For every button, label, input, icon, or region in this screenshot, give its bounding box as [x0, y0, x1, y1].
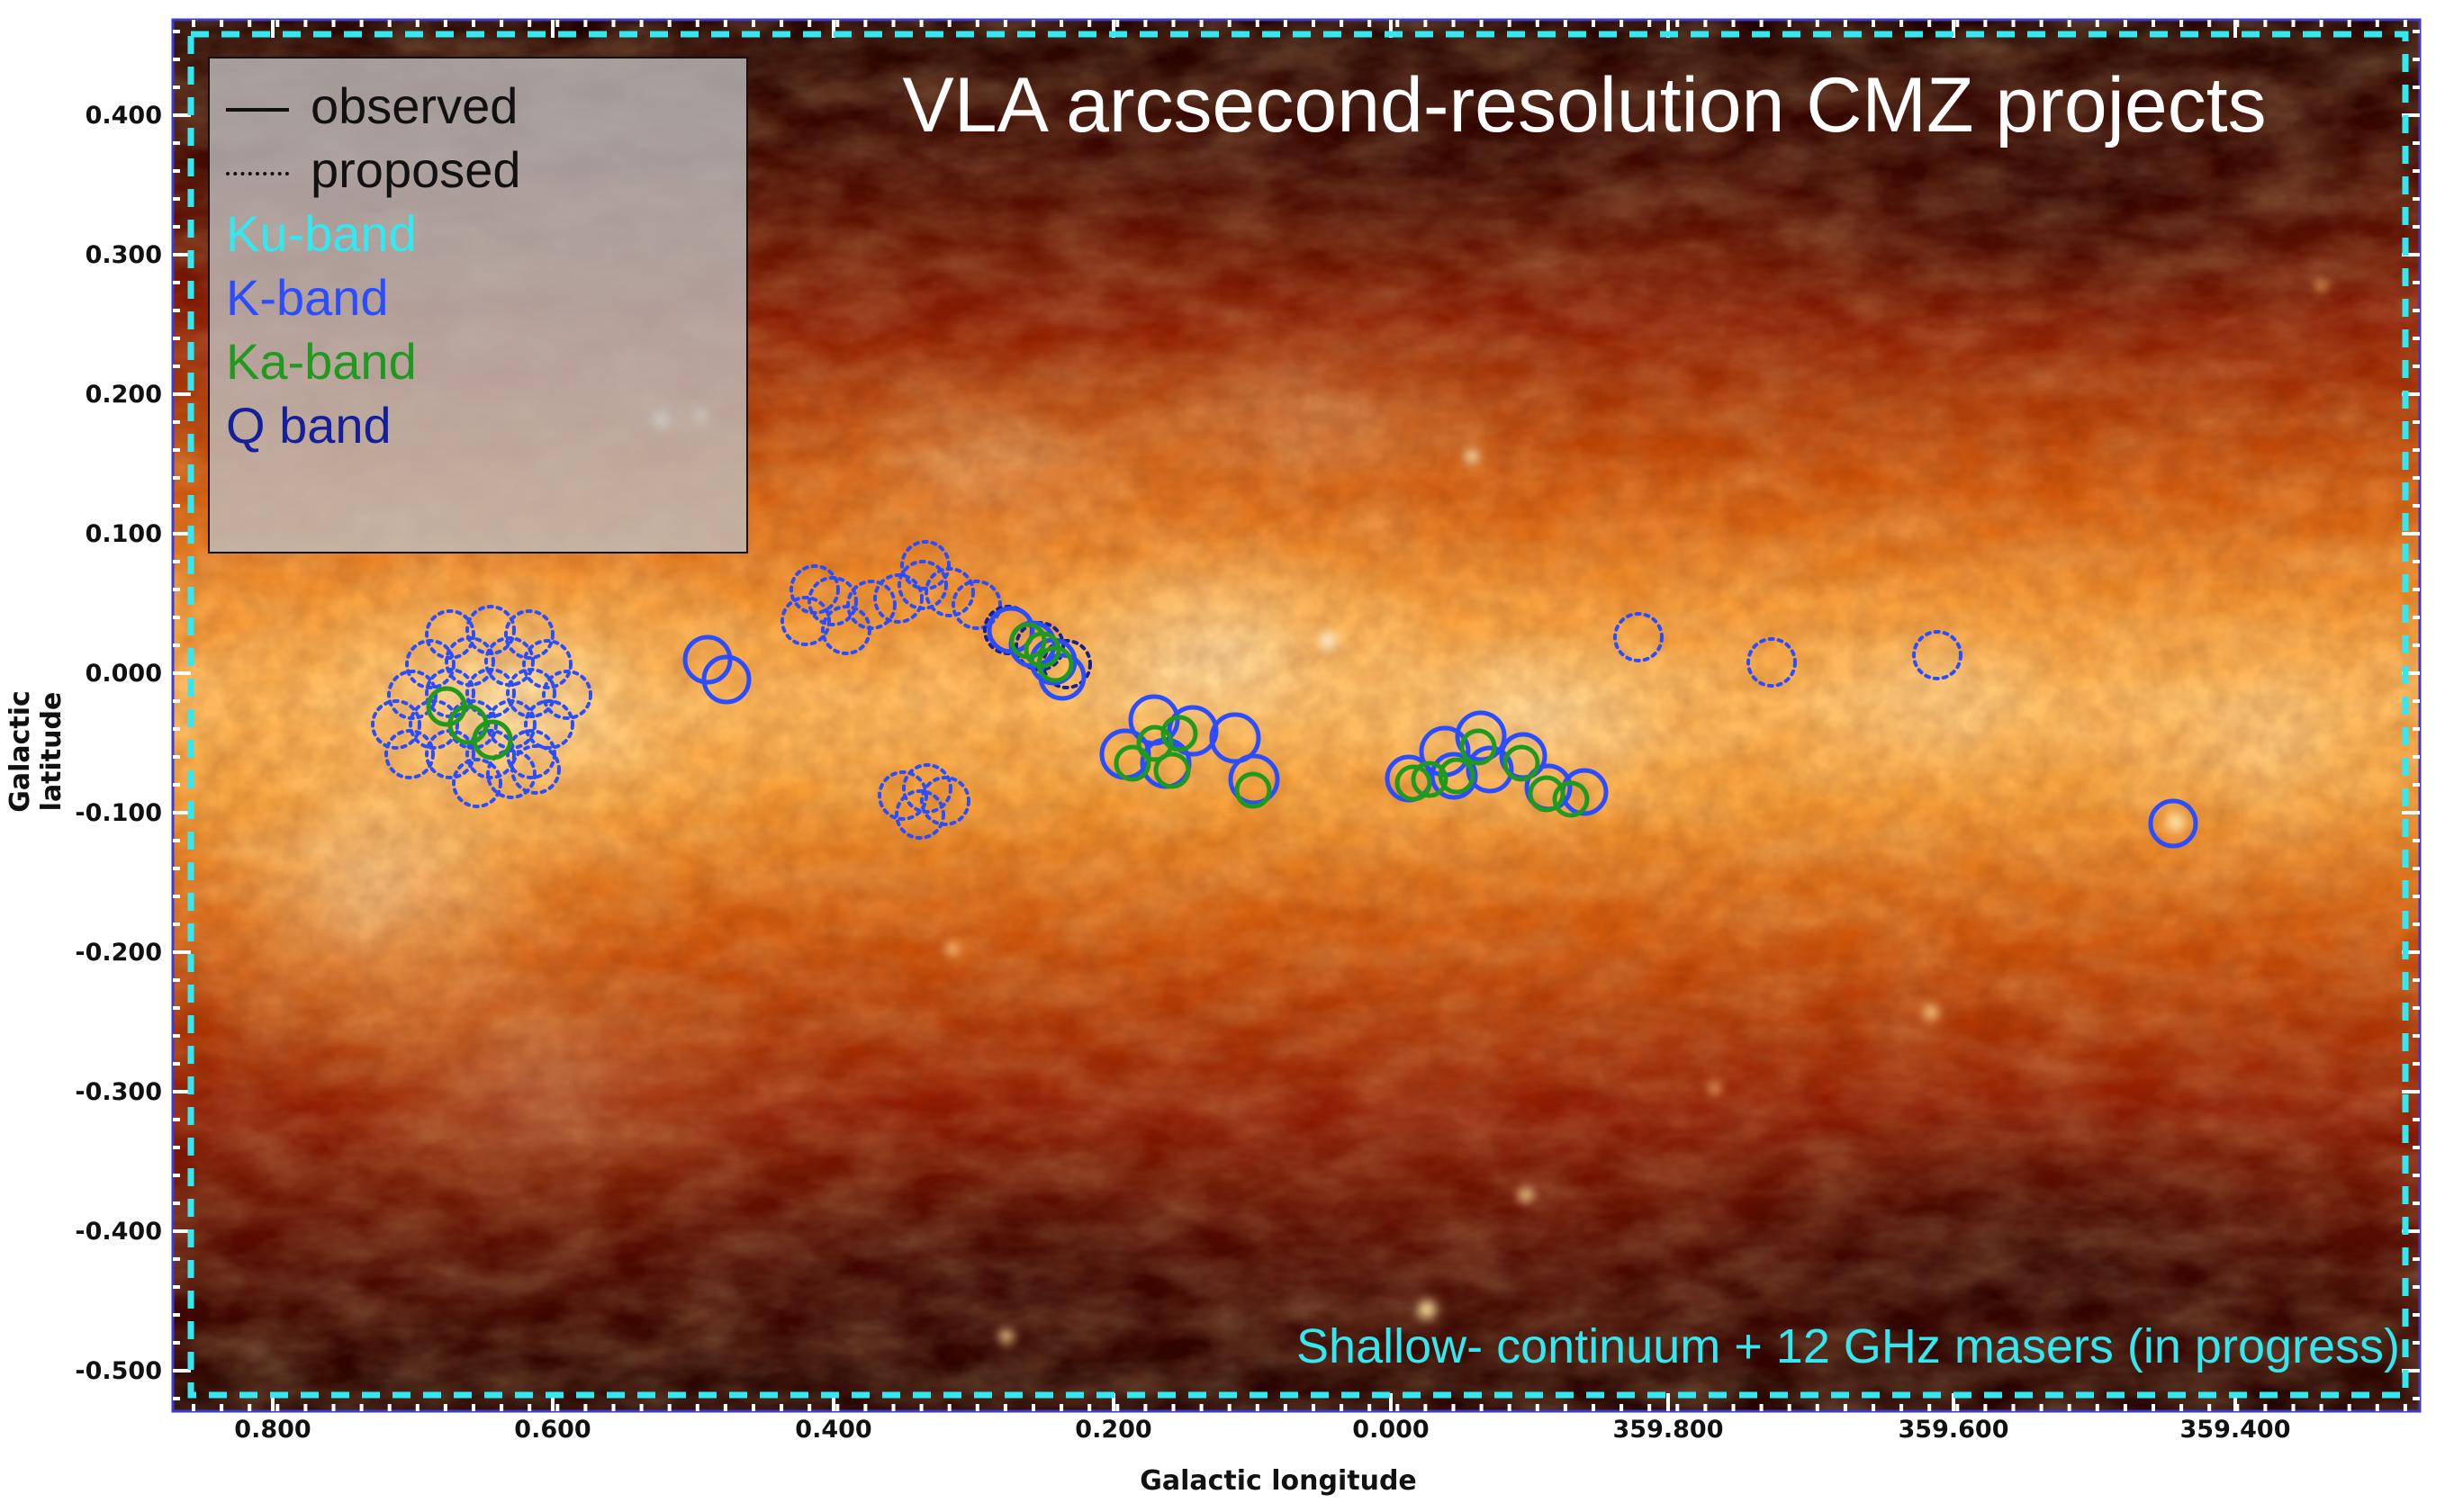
pointing-circles: [371, 540, 2198, 849]
k-band-observed-circle: [2148, 798, 2198, 849]
ka-band-observed-circle: [1234, 771, 1272, 809]
k-band-observed-circle: [1466, 745, 1514, 794]
plot-frame: [171, 18, 2422, 1413]
x-tick-label: 0.000: [1352, 1416, 1430, 1444]
ka-band-observed-circle: [472, 719, 513, 760]
k-band-observed-circle: [682, 634, 733, 685]
k-band-observed-circle: [1209, 712, 1261, 764]
k-band-proposed-circle: [898, 560, 948, 610]
k-band-observed-circle: [701, 654, 752, 705]
k-band-proposed-circle: [900, 540, 951, 590]
k-band-proposed-circle: [510, 744, 561, 795]
k-band-proposed-circle: [952, 580, 1002, 630]
k-band-observed-circle: [1038, 652, 1087, 701]
solid-line-swatch: [226, 108, 289, 112]
k-band-proposed-circle: [506, 668, 556, 718]
k-band-proposed-circle: [409, 699, 459, 750]
k-band-proposed-circle: [780, 596, 831, 646]
ka-band-observed-circle: [1438, 757, 1475, 795]
k-band-proposed-circle: [465, 729, 516, 779]
k-band-proposed-circle: [846, 580, 897, 630]
k-band-observed-circle: [1455, 710, 1507, 762]
k-band-proposed-circle: [384, 729, 435, 779]
k-band-proposed-circle: [405, 639, 456, 689]
x-tick-label: 359.600: [1898, 1416, 2009, 1444]
k-band-observed-circle: [1228, 753, 1280, 806]
ka-band-observed-circle: [1459, 728, 1497, 766]
y-tick-label: 0.100: [85, 520, 162, 548]
k-band-proposed-circle: [789, 564, 840, 615]
legend: observed proposed Ku-band K-band Ka-band…: [208, 57, 748, 554]
y-tick-label: -0.400: [75, 1218, 162, 1246]
k-band-proposed-circle: [821, 605, 871, 655]
x-tick-label: 359.800: [1612, 1416, 1724, 1444]
legend-ku-band: Ku-band: [226, 205, 417, 262]
k-band-proposed-circle: [873, 573, 924, 624]
ka-band-observed-circle: [1394, 764, 1432, 802]
y-axis-label: Galactic latitude: [5, 690, 68, 813]
y-tick-label: -0.100: [75, 799, 162, 827]
y-tick-label: 0.000: [85, 660, 162, 688]
legend-observed-label: observed: [311, 77, 519, 134]
dotted-line-swatch: [226, 172, 289, 176]
ku-band-survey-box: [187, 31, 2409, 1399]
x-tick-label: 0.800: [234, 1416, 311, 1444]
ka-band-observed-circle: [1136, 724, 1174, 762]
k-band-proposed-circle: [524, 699, 574, 750]
k-band-proposed-circle: [425, 609, 475, 660]
k-band-proposed-circle: [504, 609, 555, 660]
legend-observed: observed: [226, 76, 518, 135]
x-tick-label: 0.600: [514, 1416, 591, 1444]
legend-proposed-label: proposed: [311, 141, 521, 198]
x-tick-label: 0.400: [795, 1416, 872, 1444]
x-axis-label: Galactic longitude: [1140, 1465, 1417, 1497]
k-band-proposed-circle: [895, 789, 945, 840]
ka-band-observed-circle: [1411, 760, 1448, 798]
k-band-proposed-circle: [1613, 612, 1664, 662]
ka-band-observed-circle: [1552, 780, 1590, 818]
x-tick-label: 359.400: [2179, 1416, 2291, 1444]
k-band-proposed-circle: [1746, 637, 1797, 688]
y-tick-label: -0.200: [75, 939, 162, 967]
infrared-map-image: [173, 20, 2420, 1411]
k-band-proposed-circle: [807, 576, 858, 626]
survey-note: Shallow- continuum + 12 GHz masers (in p…: [1296, 1319, 2400, 1373]
legend-k-band: K-band: [226, 269, 389, 326]
y-tick-label: 0.400: [85, 102, 162, 130]
k-band-proposed-circle: [522, 639, 573, 689]
k-band-proposed-circle: [1912, 630, 1962, 680]
x-tick-label: 0.200: [1075, 1416, 1152, 1444]
y-tick-label: 0.200: [85, 381, 162, 409]
y-tick-label: -0.500: [75, 1357, 162, 1385]
figure-title: VLA arcsecond-resolution CMZ projects: [902, 62, 2267, 148]
ka-band-observed-circle: [1528, 775, 1565, 813]
k-band-proposed-circle: [542, 670, 592, 720]
y-tick-label: 0.300: [85, 241, 162, 269]
k-band-proposed-circle: [486, 749, 537, 799]
ka-band-observed-circle: [1153, 752, 1191, 789]
k-band-proposed-circle: [920, 776, 970, 826]
legend-ka-band: Ka-band: [226, 333, 417, 390]
legend-proposed: proposed: [226, 140, 521, 199]
axis-ticks: [173, 20, 2420, 1411]
ka-band-observed-circle: [1160, 715, 1198, 752]
k-band-proposed-circle: [452, 758, 502, 808]
legend-q-band: Q band: [226, 397, 392, 454]
ka-band-observed-circle: [1502, 744, 1540, 782]
k-band-proposed-circle: [878, 770, 928, 821]
k-band-observed-circle: [1167, 705, 1219, 757]
y-tick-label: -0.300: [75, 1078, 162, 1106]
k-band-proposed-circle: [371, 699, 421, 750]
ka-band-observed-circle: [1036, 645, 1074, 683]
k-band-proposed-circle: [902, 763, 952, 814]
ka-band-observed-circle: [1114, 744, 1151, 782]
k-band-observed-circle: [1430, 752, 1478, 800]
